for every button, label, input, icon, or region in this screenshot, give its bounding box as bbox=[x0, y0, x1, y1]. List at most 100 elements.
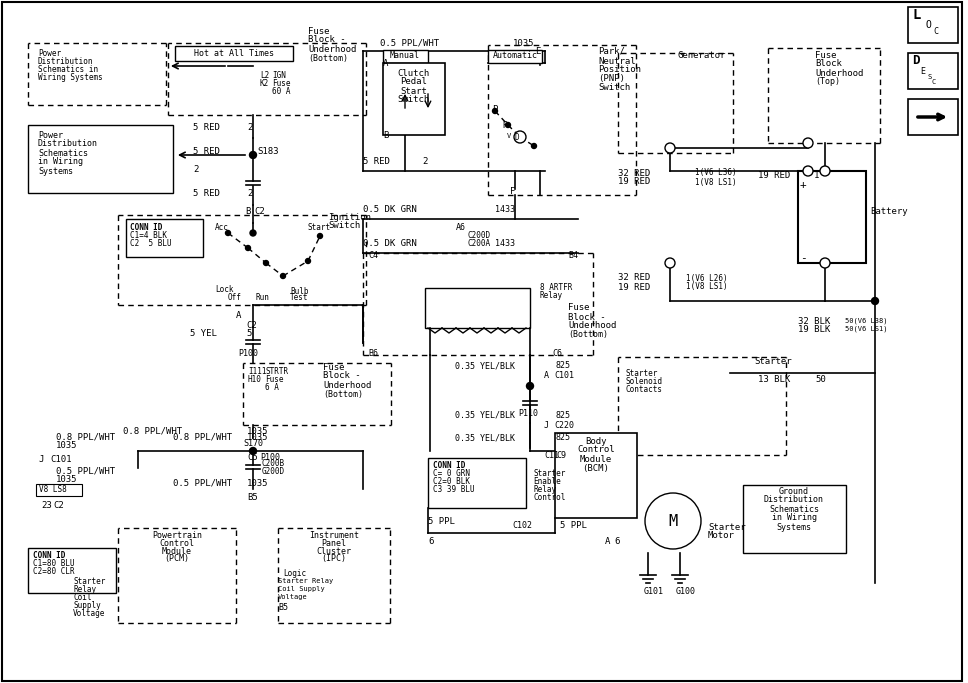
Text: P: P bbox=[492, 105, 498, 115]
Text: Module: Module bbox=[162, 546, 192, 555]
Text: Distribution: Distribution bbox=[38, 139, 98, 148]
Text: Starter: Starter bbox=[533, 469, 565, 477]
Text: in Wiring: in Wiring bbox=[771, 514, 816, 522]
Circle shape bbox=[531, 143, 536, 148]
Text: Underhood: Underhood bbox=[815, 68, 863, 77]
Text: 0.5 DK GRN: 0.5 DK GRN bbox=[363, 204, 417, 214]
Text: C3 39 BLU: C3 39 BLU bbox=[433, 484, 474, 494]
Text: A6: A6 bbox=[456, 223, 466, 232]
Text: C11: C11 bbox=[544, 451, 559, 460]
Text: (IPC): (IPC) bbox=[321, 555, 347, 563]
Text: Control: Control bbox=[577, 445, 615, 454]
Bar bbox=[126, 219, 203, 257]
Text: K2: K2 bbox=[260, 79, 269, 87]
Text: (Bottom): (Bottom) bbox=[308, 53, 348, 63]
Circle shape bbox=[514, 131, 526, 143]
Text: Schematics: Schematics bbox=[769, 505, 819, 514]
Text: 1035: 1035 bbox=[56, 475, 77, 484]
Bar bbox=[555, 433, 637, 518]
Text: Body: Body bbox=[586, 436, 607, 445]
Text: Fuse: Fuse bbox=[323, 363, 345, 372]
Text: Hot at All Times: Hot at All Times bbox=[194, 48, 274, 57]
Text: Off: Off bbox=[228, 292, 242, 301]
Bar bbox=[908, 7, 958, 43]
Text: Test: Test bbox=[290, 294, 309, 303]
Text: (Bottom): (Bottom) bbox=[323, 389, 363, 398]
Text: 2: 2 bbox=[422, 156, 428, 165]
Bar bbox=[383, 63, 445, 135]
Text: 1(V8 LS1): 1(V8 LS1) bbox=[695, 178, 737, 186]
Text: (Top): (Top) bbox=[815, 77, 840, 87]
Text: Starter: Starter bbox=[73, 576, 106, 585]
Text: 2: 2 bbox=[247, 124, 253, 133]
Text: Logic: Logic bbox=[283, 568, 306, 578]
Text: Starter: Starter bbox=[708, 523, 745, 533]
Text: Fuse: Fuse bbox=[568, 303, 590, 313]
Text: Underhood: Underhood bbox=[568, 322, 617, 331]
Text: Power: Power bbox=[38, 48, 61, 57]
Circle shape bbox=[803, 138, 813, 148]
Text: A: A bbox=[544, 370, 549, 380]
Text: B5: B5 bbox=[278, 602, 288, 611]
Text: P100: P100 bbox=[260, 453, 280, 462]
Text: Block -: Block - bbox=[323, 372, 361, 380]
Text: 1: 1 bbox=[814, 171, 819, 180]
Text: Power: Power bbox=[38, 130, 63, 139]
Bar bbox=[908, 99, 958, 135]
Text: Voltage: Voltage bbox=[278, 594, 308, 600]
Text: IGN: IGN bbox=[272, 70, 286, 79]
Text: (BCM): (BCM) bbox=[583, 464, 610, 473]
Text: E: E bbox=[535, 46, 540, 55]
Text: 32 RED: 32 RED bbox=[618, 169, 650, 178]
Text: Panel: Panel bbox=[321, 538, 347, 548]
Text: (PNP): (PNP) bbox=[598, 74, 625, 83]
Text: 1035: 1035 bbox=[247, 479, 268, 488]
Circle shape bbox=[226, 230, 230, 236]
Text: 1035: 1035 bbox=[513, 38, 534, 48]
Bar bbox=[28, 125, 173, 193]
Circle shape bbox=[318, 234, 322, 238]
Circle shape bbox=[527, 382, 533, 389]
Text: Underhood: Underhood bbox=[308, 44, 356, 53]
Text: Instrument: Instrument bbox=[309, 531, 359, 540]
Text: 0.35 YEL/BLK: 0.35 YEL/BLK bbox=[455, 410, 515, 419]
Text: C101: C101 bbox=[554, 370, 574, 380]
Text: 1(V6 L36): 1(V6 L36) bbox=[695, 169, 737, 178]
Circle shape bbox=[306, 258, 311, 264]
Text: -: - bbox=[800, 253, 806, 263]
Text: 6 A: 6 A bbox=[265, 382, 279, 391]
Text: Generator: Generator bbox=[678, 51, 726, 59]
Text: Run: Run bbox=[255, 294, 269, 303]
Text: Starter Relay: Starter Relay bbox=[278, 578, 333, 584]
Text: C200B: C200B bbox=[262, 458, 286, 467]
Bar bbox=[383, 50, 428, 63]
Text: 825: 825 bbox=[556, 434, 571, 443]
Bar bbox=[28, 548, 116, 593]
Text: 0.35 YEL/BLK: 0.35 YEL/BLK bbox=[455, 361, 515, 370]
Text: 5 RED: 5 RED bbox=[193, 189, 220, 197]
Circle shape bbox=[518, 135, 523, 139]
Text: Powertrain: Powertrain bbox=[152, 531, 202, 540]
Text: 5: 5 bbox=[246, 329, 252, 337]
Text: Lock: Lock bbox=[215, 285, 233, 294]
Text: J: J bbox=[38, 456, 44, 464]
Text: Start: Start bbox=[401, 87, 428, 96]
Text: 50: 50 bbox=[815, 376, 826, 385]
Text: Ignition: Ignition bbox=[328, 214, 371, 223]
Text: Distribution: Distribution bbox=[764, 495, 824, 505]
Bar bbox=[798, 171, 866, 263]
Circle shape bbox=[505, 122, 510, 128]
Text: B6: B6 bbox=[368, 348, 378, 357]
Text: Solenoid: Solenoid bbox=[625, 376, 662, 385]
Text: H10: H10 bbox=[248, 374, 262, 383]
Text: 0.5 DK GRN: 0.5 DK GRN bbox=[363, 240, 417, 249]
Text: Control: Control bbox=[533, 492, 565, 501]
Circle shape bbox=[250, 152, 257, 158]
Text: Switch: Switch bbox=[598, 83, 630, 92]
Text: 19 RED: 19 RED bbox=[618, 283, 650, 292]
Text: A: A bbox=[383, 59, 388, 68]
Text: Starter: Starter bbox=[625, 369, 657, 378]
Text: 1035: 1035 bbox=[247, 432, 268, 441]
Text: C4: C4 bbox=[368, 251, 378, 260]
Text: Supply: Supply bbox=[73, 600, 101, 609]
